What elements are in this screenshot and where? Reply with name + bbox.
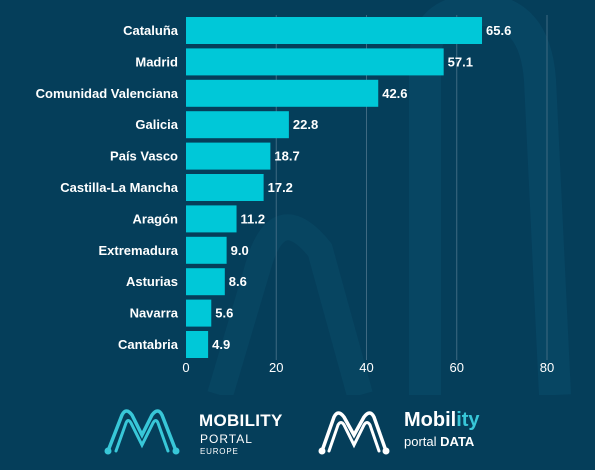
- mobility-data-m-icon: [318, 411, 390, 455]
- value-label: 11.2: [241, 211, 266, 226]
- category-label: Comunidad Valenciana: [36, 86, 179, 101]
- footer-logos: MOBILITY PORTAL EUROPE Mobility portal D…: [0, 395, 595, 470]
- value-label: 42.6: [382, 86, 407, 101]
- category-label: Galicia: [135, 117, 178, 132]
- bar: [186, 79, 379, 107]
- value-label: 8.6: [229, 274, 247, 289]
- logo-right-line1b: ity: [456, 409, 480, 431]
- value-label: 4.9: [212, 337, 230, 352]
- category-label: País Vasco: [110, 149, 178, 164]
- mobility-portal-europe-logo: MOBILITY PORTAL EUROPE: [104, 395, 304, 470]
- value-label: 9.0: [231, 243, 249, 258]
- logo-right-line2: portal DATA: [404, 434, 474, 449]
- bar: [186, 331, 209, 358]
- mobility-portal-m-icon: [104, 409, 180, 455]
- category-label: Extremadura: [99, 243, 179, 258]
- value-label: 22.8: [293, 117, 318, 132]
- category-label: Castilla-La Mancha: [60, 180, 179, 195]
- logo-right-line1a: Mobil: [404, 409, 457, 431]
- value-label: 65.6: [486, 23, 511, 38]
- bar: [186, 268, 225, 296]
- category-label: Cantabria: [118, 337, 179, 352]
- mobility-portal-data-logo: Mobility portal DATA: [318, 395, 518, 470]
- x-tick-label: 0: [182, 360, 189, 375]
- value-label: 57.1: [448, 54, 473, 69]
- logo-left-line3: EUROPE: [200, 447, 239, 456]
- bar: [186, 142, 271, 170]
- value-label: 18.7: [274, 149, 299, 164]
- category-label: Cataluña: [123, 23, 179, 38]
- logo-right-line2b: DATA: [440, 434, 475, 449]
- logo-left-line1: MOBILITY: [199, 411, 283, 430]
- value-label: 17.2: [268, 180, 293, 195]
- x-tick-label: 20: [269, 360, 283, 375]
- bar: [186, 111, 289, 139]
- category-label: Madrid: [135, 54, 178, 69]
- bar: [186, 48, 444, 76]
- bar: [186, 205, 237, 233]
- logo-right-line2a: portal: [404, 434, 441, 449]
- x-tick-label: 60: [450, 360, 464, 375]
- logo-left-line2: PORTAL: [200, 432, 253, 446]
- background-watermark: [409, 0, 571, 395]
- logo-right-line1: Mobility: [404, 409, 480, 432]
- category-label: Asturias: [126, 274, 178, 289]
- value-label: 5.6: [215, 306, 233, 321]
- x-tick-label: 40: [359, 360, 373, 375]
- bar-chart: 0 20 40 60 80 Cataluña 65.6 Madrid 57.1 Comunidad…: [35, 0, 571, 395]
- bar: [186, 174, 264, 201]
- category-label: Navarra: [130, 306, 179, 321]
- bar: [186, 17, 483, 44]
- bar: [186, 236, 227, 264]
- bar: [186, 299, 212, 327]
- background-watermark-2: [207, 214, 373, 395]
- category-label: Aragón: [133, 211, 179, 226]
- x-tick-label: 80: [540, 360, 554, 375]
